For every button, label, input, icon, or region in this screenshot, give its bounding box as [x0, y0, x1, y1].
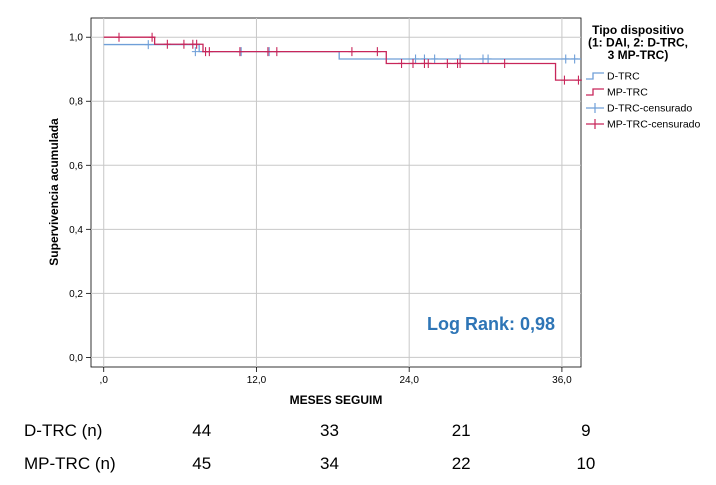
censor-mark	[456, 58, 464, 68]
censor-mark	[409, 58, 417, 68]
legend-title-line: (1: DAI, 2: D-TRC,	[588, 36, 688, 50]
censor-mark	[484, 54, 492, 64]
legend-swatch-step	[586, 72, 604, 80]
y-tick-label: 0,2	[69, 289, 83, 300]
x-tick-label: 36,0	[552, 375, 572, 386]
censor-mark	[560, 75, 568, 85]
censor-mark	[373, 47, 381, 57]
legend-swatch-censor	[586, 103, 604, 113]
legend-swatch-step	[586, 88, 604, 96]
censor-mark	[398, 58, 406, 68]
censor-mark	[431, 54, 439, 64]
grid-lines	[91, 18, 581, 367]
censor-mark	[115, 32, 123, 42]
censor-mark	[574, 75, 582, 85]
censor-mark	[571, 54, 579, 64]
censor-mark	[163, 39, 171, 49]
legend-title-line: Tipo dispositivo	[592, 23, 684, 37]
censor-mark	[236, 47, 244, 57]
log-rank-annotation: Log Rank: 0,98	[427, 314, 555, 334]
legend-swatch-censor	[586, 119, 604, 129]
censor-mark	[273, 47, 281, 57]
x-tick-label: 24,0	[399, 375, 419, 386]
legend: Tipo dispositivo(1: DAI, 2: D-TRC,3 MP-T…	[586, 23, 701, 131]
series-layer	[103, 32, 582, 85]
axes: 0,0 0,2 0,4 0,6 0,8 1,0 ,0 12,0 24,0 36,0	[69, 33, 572, 386]
censor-mark	[191, 47, 199, 57]
censor-mark	[180, 39, 188, 49]
x-tick-label: 12,0	[247, 375, 267, 386]
censor-mark	[501, 58, 509, 68]
y-tick-label: 0,0	[69, 353, 83, 364]
legend-entry-label: D-TRC-censurado	[607, 103, 692, 115]
x-axis-label: MESES SEGUIM	[290, 393, 383, 407]
y-tick-label: 0,6	[69, 161, 83, 172]
censor-mark	[148, 32, 156, 42]
x-tick-label: ,0	[100, 375, 109, 386]
legend-entry-label: D-TRC	[607, 71, 640, 83]
series-mp-trc	[103, 32, 582, 85]
legend-entry-label: MP-TRC-censurado	[607, 119, 701, 131]
y-tick-label: 0,4	[69, 225, 83, 236]
censor-mark	[205, 47, 213, 57]
y-tick-label: 1,0	[69, 33, 83, 44]
survival-curve-mp-trc	[103, 36, 581, 81]
legend-title-line: 3 MP-TRC)	[608, 48, 669, 62]
legend-entry-label: MP-TRC	[607, 87, 648, 99]
y-tick-label: 0,8	[69, 97, 83, 108]
censor-mark	[264, 47, 272, 57]
censor-mark	[348, 47, 356, 57]
censor-mark	[193, 39, 201, 49]
plot-area	[90, 17, 582, 368]
censor-mark	[443, 58, 451, 68]
censor-mark	[562, 54, 570, 64]
y-axis-label: Supervivencia acumulada	[47, 118, 61, 266]
censor-mark	[424, 58, 432, 68]
censor-mark	[144, 40, 152, 50]
